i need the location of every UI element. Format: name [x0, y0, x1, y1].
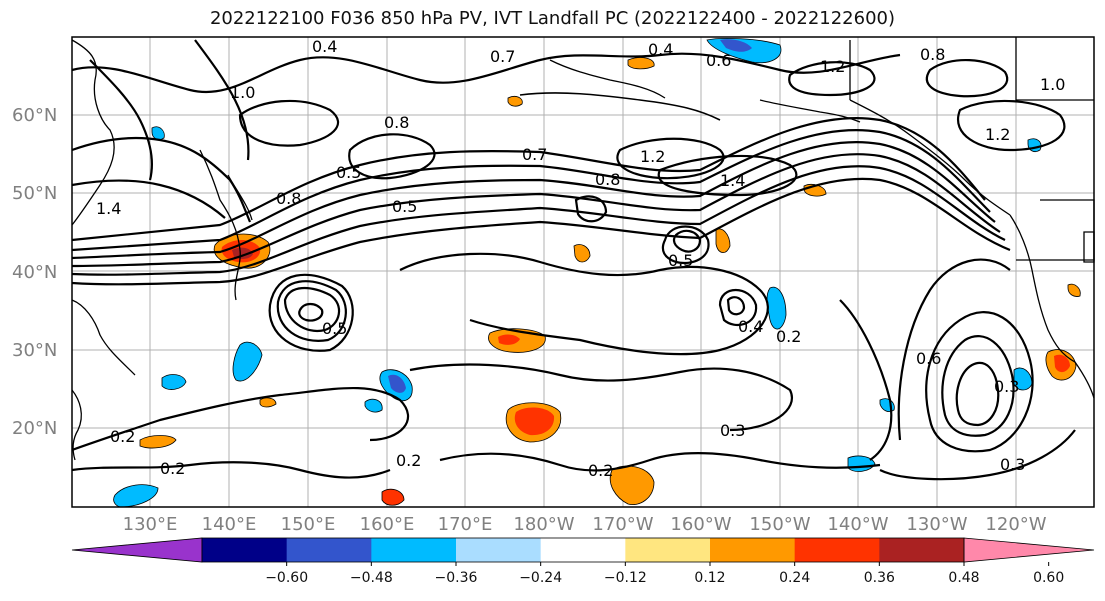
contour-label: 1.0	[1040, 75, 1065, 94]
contour-label: 0.4	[648, 40, 673, 59]
contour-label: 0.7	[522, 145, 547, 164]
colorbar-bin	[371, 538, 457, 562]
contour-label: 0.2	[396, 451, 421, 470]
lon-label: 130°E	[123, 514, 178, 535]
colorbar-tick-label: −0.60	[265, 570, 308, 586]
lat-label: 30°N	[12, 340, 57, 361]
colorbar-bin	[202, 538, 288, 562]
colorbar-tick-label: 0.24	[779, 570, 810, 586]
contour-labels: 0.4 0.7 0.4 0.6 1.2 0.8 1.0 1.2 1.0 0.8 …	[96, 37, 1065, 480]
contour-label: 0.2	[160, 459, 185, 478]
lon-label: 140°W	[827, 514, 888, 535]
contour-label: 0.8	[384, 113, 409, 132]
lon-label: 150°E	[281, 514, 336, 535]
contour-label: 1.2	[820, 57, 845, 76]
graticule	[72, 37, 1094, 507]
colorbar-extend-min	[71, 537, 203, 563]
colorbar-bin	[879, 538, 965, 562]
colorbar-outline	[201, 537, 965, 563]
latitude-labels: 60°N 50°N 40°N 30°N 20°N	[12, 105, 57, 439]
map-panel: 0.4 0.7 0.4 0.6 1.2 0.8 1.0 1.2 1.0 0.8 …	[71, 36, 1095, 508]
contour-label: 0.8	[595, 170, 620, 189]
map-frame	[71, 36, 1095, 508]
contour-label: 1.4	[96, 199, 121, 218]
figure-title: 2022122100 F036 850 hPa PV, IVT Landfall…	[209, 8, 896, 29]
pv-contours	[71, 39, 1076, 481]
colorbar-bin	[540, 538, 626, 562]
contour-label: 0.5	[392, 197, 417, 216]
colorbar-bin	[794, 538, 880, 562]
lat-label: 20°N	[12, 418, 57, 439]
contour-label: 0.2	[110, 427, 135, 446]
lon-label: 120°W	[985, 514, 1046, 535]
contour-label: 1.4	[720, 171, 745, 190]
longitude-labels: 130°E 140°E 150°E 160°E 170°E 180°W 170°…	[123, 514, 1047, 535]
contour-label: 0.5	[336, 163, 361, 182]
coastlines	[71, 37, 1095, 461]
colorbar-tick-label: 0.48	[948, 570, 979, 586]
lon-label: 150°W	[749, 514, 810, 535]
lon-label: 160°E	[360, 514, 415, 535]
lon-label: 130°W	[906, 514, 967, 535]
lon-label: 170°E	[438, 514, 493, 535]
contour-label: 0.3	[1000, 455, 1025, 474]
colorbar-tick-label: 0.36	[864, 570, 895, 586]
colorbar-bin	[456, 538, 542, 562]
colorbar-tick-label: 0.12	[694, 570, 725, 586]
lon-label: 170°W	[592, 514, 653, 535]
colorbar-extend-max	[963, 537, 1095, 563]
colorbar: −0.60 −0.48 −0.36 −0.24 −0.12 0.12 0.24 0.36 0.4…	[71, 537, 1095, 586]
colorbar-bin	[625, 538, 711, 562]
colorbar-tick-label: −0.24	[519, 570, 562, 586]
contour-label: 0.8	[276, 189, 301, 208]
lat-label: 50°N	[12, 183, 57, 204]
contour-label: 1.2	[640, 147, 665, 166]
contour-label: 0.4	[738, 317, 763, 336]
colorbar-tick-label: −0.36	[435, 570, 478, 586]
contour-label: 0.5	[322, 319, 347, 338]
colorbar-bin	[286, 538, 372, 562]
colorbar-tick-label: 0.60	[1033, 570, 1064, 586]
contour-label: 0.8	[920, 45, 945, 64]
colorbar-tick-label: −0.12	[604, 570, 647, 586]
contour-label: 1.0	[230, 83, 255, 102]
lon-label: 180°W	[513, 514, 574, 535]
contour-label: 0.6	[916, 349, 941, 368]
lat-label: 40°N	[12, 262, 57, 283]
contour-label: 0.7	[490, 47, 515, 66]
lon-label: 160°W	[670, 514, 731, 535]
colorbar-bin	[710, 538, 796, 562]
contour-label: 0.4	[312, 37, 337, 56]
lon-label: 140°E	[202, 514, 257, 535]
lat-label: 60°N	[12, 105, 57, 126]
contour-label: 0.6	[706, 51, 731, 70]
colorbar-tick-label: −0.48	[350, 570, 393, 586]
contour-label: 0.3	[994, 377, 1019, 396]
contour-label: 0.3	[720, 421, 745, 440]
contour-label: 1.2	[985, 125, 1010, 144]
contour-label: 0.2	[588, 461, 613, 480]
contour-label: 0.5	[668, 251, 693, 270]
contour-label: 0.2	[776, 327, 801, 346]
